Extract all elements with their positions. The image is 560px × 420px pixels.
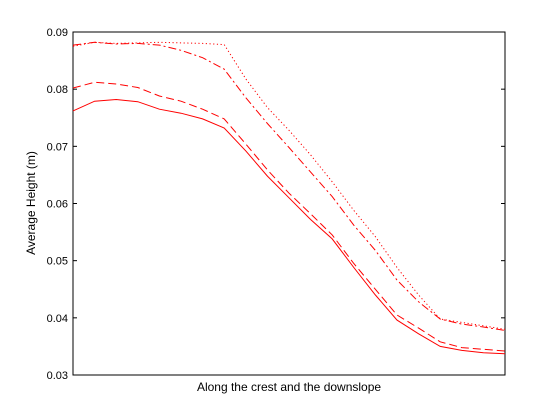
series-line-solid bbox=[72, 98, 506, 355]
y-axis-label: Average Height (m) bbox=[24, 151, 38, 255]
series-layer bbox=[72, 41, 506, 355]
y-tick-label: 0.05 bbox=[47, 256, 68, 268]
y-tick-label: 0.06 bbox=[47, 199, 68, 211]
series-line-dashed bbox=[72, 81, 506, 352]
y-axis-ticks: 0.03 0.04 0.05 0.06 0.07 0.08 0.09 bbox=[47, 27, 505, 382]
y-tick-label: 0.07 bbox=[47, 141, 68, 153]
y-tick-label: 0.09 bbox=[47, 27, 68, 39]
series-line-dashdot bbox=[72, 41, 506, 331]
x-axis-label: Along the crest and the downslope bbox=[197, 380, 381, 394]
plot-area bbox=[72, 31, 506, 376]
y-tick-label: 0.08 bbox=[47, 84, 68, 96]
series-line-dotted bbox=[72, 41, 506, 330]
y-tick-label: 0.03 bbox=[47, 370, 68, 382]
plot-frame bbox=[72, 31, 506, 376]
y-tick-label: 0.04 bbox=[47, 313, 68, 325]
